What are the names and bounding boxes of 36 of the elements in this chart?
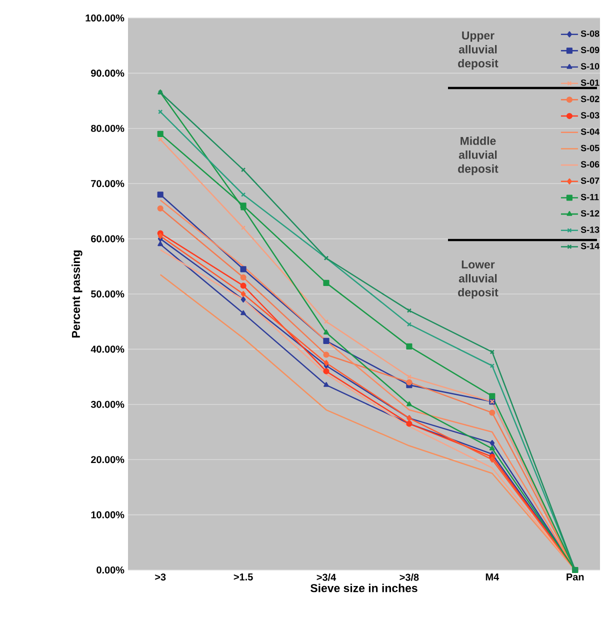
annotation: Upper alluvial deposit: [458, 32, 498, 70]
annotation: Lower alluvial deposit: [458, 260, 498, 299]
y-tick-label: 0.00%: [96, 566, 124, 574]
y-tick-label: 60.00%: [91, 235, 124, 242]
y-tick-label: 40.00%: [90, 346, 124, 353]
y-tick-label: 50.00%: [91, 290, 124, 298]
legend-label: S-06: [580, 161, 600, 168]
x-tick-label: >1.5: [234, 574, 253, 580]
x-tick-label: >3/4: [316, 574, 336, 581]
legend-label: S-02: [580, 96, 600, 102]
legend-label: S-07: [580, 178, 600, 184]
legend-label: S-13: [580, 226, 600, 233]
y-tick-label: 70.00%: [91, 180, 124, 188]
legend-label: S-05: [580, 144, 600, 152]
x-tick-label: >3/8: [400, 574, 419, 581]
legend-label: S-12: [580, 210, 600, 217]
y-axis-title: Percent passing: [72, 250, 82, 338]
legend-label: S-09: [580, 46, 600, 54]
legend-label: S-03: [580, 112, 600, 119]
y-tick-label: 100.00%: [86, 14, 124, 22]
y-tick-label: 90.00%: [91, 70, 124, 77]
legend-label: S-04: [580, 128, 600, 135]
y-tick-label: 20.00%: [91, 456, 124, 464]
x-tick-label: >3: [155, 574, 166, 581]
y-tick-label: 80.00%: [91, 124, 124, 132]
legend-label: S-14: [580, 242, 600, 250]
legend-label: S-11: [580, 194, 599, 200]
x-axis-title: Sieve size in inches: [310, 584, 418, 592]
x-tick-label: Pan: [566, 574, 584, 580]
y-tick-label: 10.00%: [91, 511, 124, 518]
legend-label: S-08: [580, 30, 600, 37]
x-tick-label: M4: [486, 574, 500, 580]
legend-label: S-01: [580, 79, 600, 86]
annotation: Middle alluvial deposit: [458, 136, 498, 176]
y-tick-label: 30.00%: [90, 400, 124, 408]
legend-label: S-10: [580, 63, 600, 70]
